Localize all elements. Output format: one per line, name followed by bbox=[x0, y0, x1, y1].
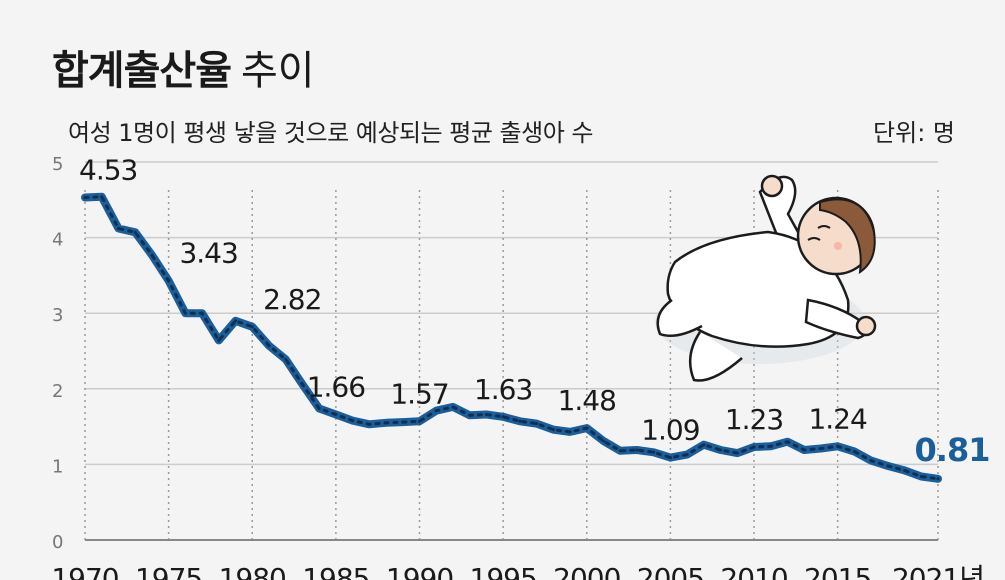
data-point bbox=[668, 456, 672, 460]
data-point bbox=[100, 195, 104, 199]
data-point bbox=[418, 419, 422, 423]
data-label: 1.23 bbox=[725, 403, 783, 436]
axis-layer: 0 1 2 3 4 5 1970 1975 1980 1985 1990 1995 2000 2005 20… bbox=[51, 154, 985, 580]
baby-illustration bbox=[655, 174, 877, 382]
data-point bbox=[685, 453, 689, 457]
data-point bbox=[785, 440, 789, 444]
data-label: 4.53 bbox=[79, 154, 137, 187]
data-point bbox=[836, 444, 840, 448]
data-point bbox=[936, 477, 940, 481]
data-label: 1.24 bbox=[808, 402, 867, 435]
data-point bbox=[585, 426, 589, 430]
data-label: 1.57 bbox=[390, 377, 448, 410]
data-point bbox=[334, 413, 338, 417]
y-tick-label: 4 bbox=[52, 230, 63, 251]
data-point bbox=[451, 405, 455, 409]
data-point bbox=[535, 422, 539, 426]
data-label-highlight: 0.81 bbox=[915, 431, 990, 469]
data-point bbox=[367, 422, 371, 426]
data-point bbox=[635, 448, 639, 452]
data-point bbox=[267, 344, 271, 348]
x-tick-label: 2000 bbox=[553, 562, 620, 580]
data-point bbox=[234, 319, 238, 323]
data-point bbox=[903, 468, 907, 472]
title-main: 합계출산율 bbox=[52, 48, 232, 94]
data-point bbox=[568, 430, 572, 434]
y-tick-label: 2 bbox=[52, 381, 63, 402]
line-layer bbox=[81, 192, 942, 483]
data-point bbox=[384, 421, 388, 425]
guide-layer bbox=[84, 190, 939, 540]
data-label: 1.66 bbox=[307, 371, 366, 404]
data-point bbox=[702, 443, 706, 447]
data-label: 1.63 bbox=[474, 373, 532, 406]
y-tick-label: 1 bbox=[52, 456, 63, 477]
y-tick-label: 0 bbox=[52, 532, 63, 553]
data-point bbox=[819, 447, 823, 451]
data-label: 1.48 bbox=[558, 384, 616, 417]
data-point bbox=[802, 448, 806, 452]
data-point bbox=[769, 444, 773, 448]
data-point bbox=[719, 448, 723, 452]
data-point bbox=[752, 445, 756, 449]
data-point bbox=[351, 419, 355, 423]
chart-subtitle: 여성 1명이 평생 낳을 것으로 예상되는 평균 출생아 수 bbox=[68, 119, 593, 147]
y-tick-label: 3 bbox=[52, 305, 63, 326]
y-tick-label: 5 bbox=[52, 154, 63, 175]
unit-label: 단위: 명 bbox=[873, 119, 955, 147]
x-tick-label: 1980 bbox=[219, 562, 286, 580]
data-point bbox=[601, 439, 605, 443]
x-tick-label: 1970 bbox=[51, 562, 118, 580]
data-point bbox=[116, 227, 120, 231]
data-point bbox=[83, 196, 87, 200]
data-point bbox=[167, 279, 171, 283]
x-tick-label: 1990 bbox=[386, 562, 453, 580]
data-point bbox=[468, 413, 472, 417]
data-point bbox=[200, 311, 204, 315]
data-point bbox=[183, 311, 187, 315]
data-point bbox=[919, 474, 923, 478]
chart-title: 합계출산율 추이 bbox=[52, 38, 315, 96]
data-point bbox=[551, 428, 555, 432]
data-label: 1.09 bbox=[641, 414, 699, 447]
x-tick-label: 2015 bbox=[804, 562, 871, 580]
data-point bbox=[652, 450, 656, 454]
x-tick-label: 1975 bbox=[135, 562, 202, 580]
x-tick-label: 2005 bbox=[637, 562, 704, 580]
data-point bbox=[518, 419, 522, 423]
x-tick-label: 1985 bbox=[302, 562, 369, 580]
data-point bbox=[217, 338, 221, 342]
data-point bbox=[852, 450, 856, 454]
x-tick-label: 2021년 bbox=[892, 562, 984, 580]
data-label-layer: 4.53 3.43 2.82 1.66 1.57 1.63 1.48 1.09 1.23 1.24… bbox=[79, 154, 990, 469]
data-point bbox=[300, 382, 304, 386]
data-point bbox=[869, 459, 873, 463]
data-point bbox=[735, 451, 739, 455]
data-point bbox=[618, 449, 622, 453]
data-point bbox=[886, 464, 890, 468]
data-point bbox=[284, 357, 288, 361]
data-point bbox=[150, 253, 154, 257]
title-sub: 추이 bbox=[241, 48, 315, 94]
data-point bbox=[484, 413, 488, 417]
data-point bbox=[501, 415, 505, 419]
data-label: 2.82 bbox=[263, 283, 321, 316]
x-tick-label: 2010 bbox=[720, 562, 787, 580]
series-line-dots bbox=[83, 195, 940, 481]
data-point bbox=[317, 406, 321, 410]
data-label: 3.43 bbox=[179, 237, 237, 270]
data-point bbox=[434, 409, 438, 413]
data-point bbox=[401, 420, 405, 424]
x-tick-label: 1995 bbox=[470, 562, 537, 580]
data-point bbox=[133, 230, 137, 234]
data-point bbox=[250, 325, 254, 329]
